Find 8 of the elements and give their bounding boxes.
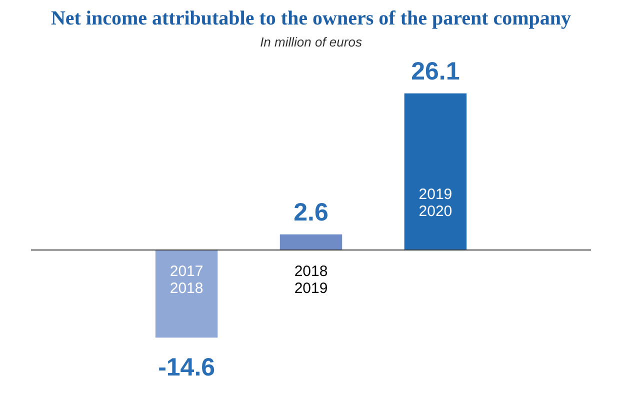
- data-label: -14.6: [158, 354, 216, 382]
- data-label: 26.1: [411, 57, 460, 86]
- x-tick-label: 2019 2020: [418, 186, 452, 220]
- chart-subtitle: In million of euros: [260, 34, 362, 50]
- x-tick-label: 2018 2019: [294, 263, 328, 297]
- data-label: 2.6: [294, 198, 328, 226]
- chart-title: Net income attributable to the owners of the parent company: [50, 7, 572, 30]
- x-tick-label: 2017 2018: [170, 263, 204, 297]
